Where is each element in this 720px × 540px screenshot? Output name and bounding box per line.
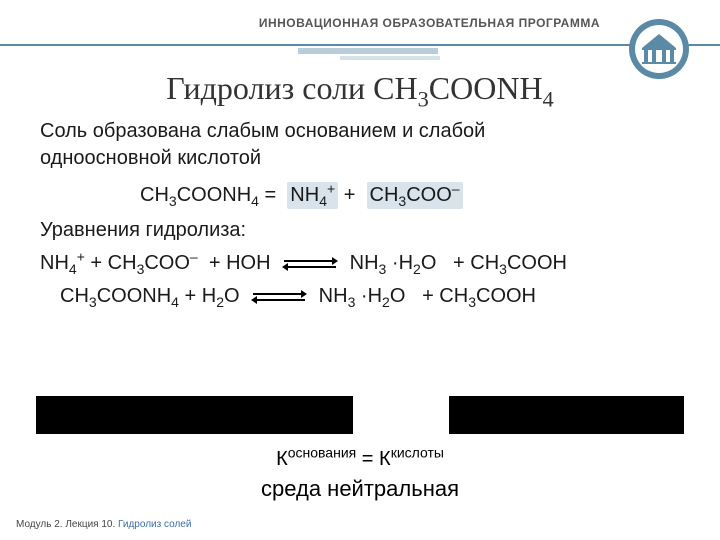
intro-text: Соль образована слабым основанием и слаб… (40, 118, 600, 172)
equilibrium-arrow-icon (282, 256, 338, 272)
hydrolysis-equation-1: NH4+ + CH3COO– + HOH NH3 ·H2O + CH3COOH (40, 250, 690, 277)
k-base-label: основания (288, 444, 357, 460)
dissociation-equation: CH3COONH4 = NH4+ + CH3COO– (40, 182, 690, 209)
redaction-bars (36, 396, 684, 434)
footer-module: Модуль 2. Лекция 10. (16, 519, 118, 530)
ion-acetate: CH3COO– (367, 182, 463, 209)
footer-topic: Гидролиз солей (118, 519, 191, 530)
redaction-bar-right (449, 396, 684, 434)
title-prefix: Гидролиз соли (166, 70, 373, 106)
k-acid-label: кислоты (391, 444, 444, 460)
hydrolysis-equation-2: CH3COONH4 + H2O NH3 ·H2O + CH3COOH (40, 283, 690, 310)
program-label: ИННОВАЦИОННАЯ ОБРАЗОВАТЕЛЬНАЯ ПРОГРАММА (259, 16, 600, 30)
slide-title: Гидролиз соли CH3COONH4 (0, 70, 720, 107)
redaction-bar-left (36, 396, 353, 434)
footer: Модуль 2. Лекция 10. Гидролиз солей (16, 519, 191, 530)
ion-nh4: NH4+ (287, 182, 338, 209)
slide-content: Соль образована слабым основанием и слаб… (40, 118, 690, 316)
header-accent-bar-1 (298, 48, 438, 54)
equations-subheading: Уравнения гидролиза: (40, 217, 690, 244)
equilibrium-constants: Коснования = Ккислоты (0, 448, 720, 471)
equilibrium-arrow-icon (251, 289, 307, 305)
title-formula: CH3COONH4 (373, 70, 554, 106)
environment-statement: среда нейтральная (0, 476, 720, 502)
header-accent-bar-2 (340, 56, 440, 60)
